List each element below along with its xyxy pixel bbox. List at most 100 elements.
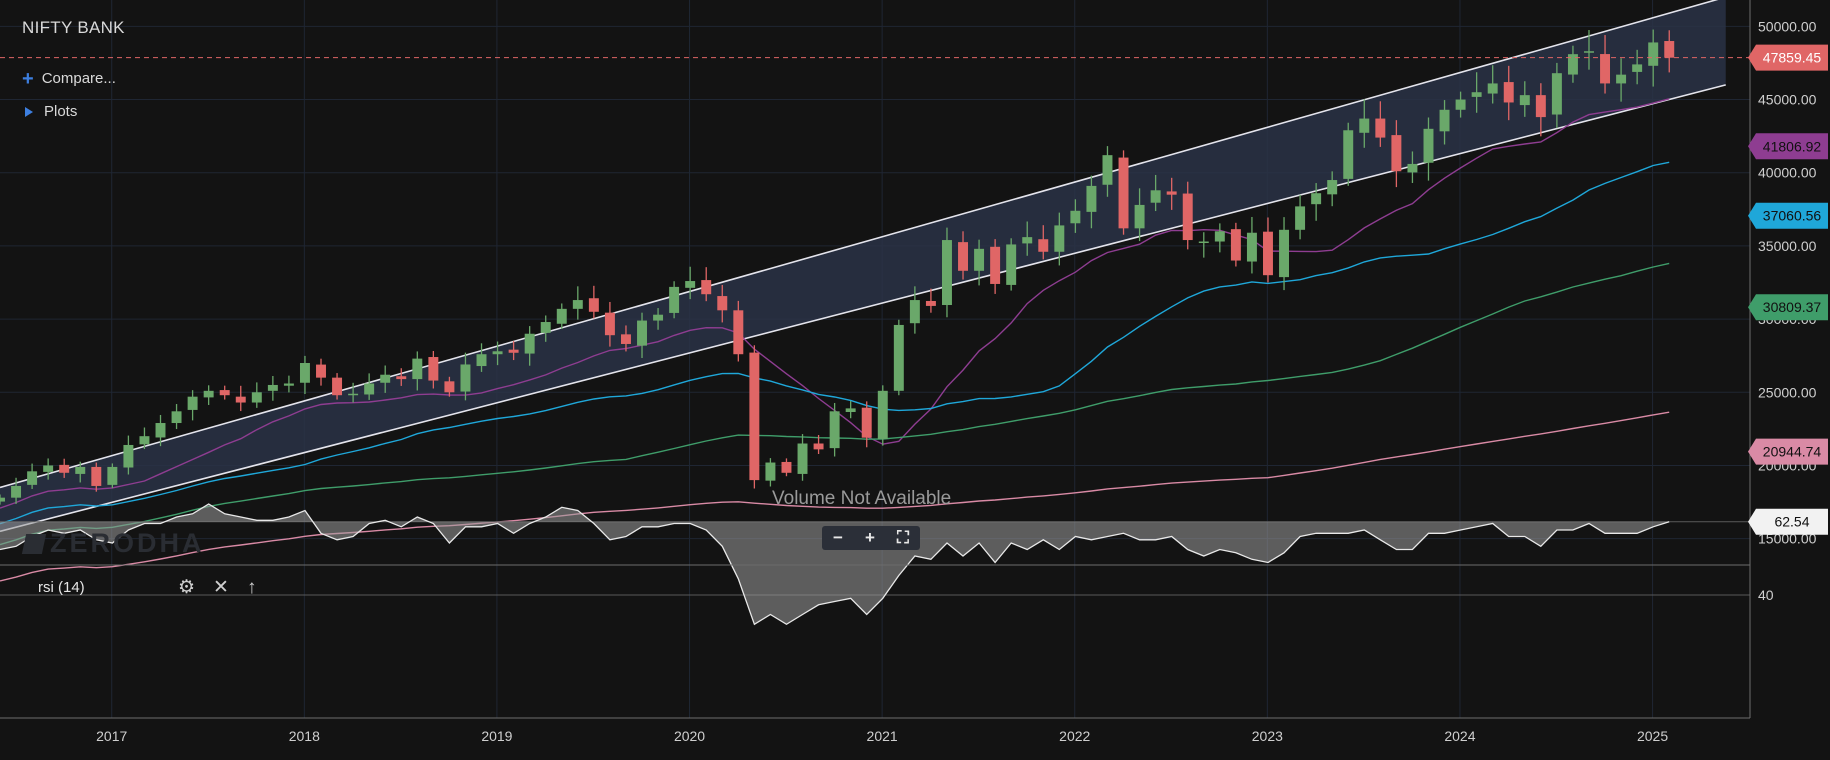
candle — [1487, 65, 1498, 104]
gear-icon[interactable]: ⚙ — [178, 577, 196, 598]
candle — [1455, 91, 1466, 118]
candle-body — [1086, 185, 1097, 212]
price-tag-text: 62.54 — [1774, 514, 1809, 530]
candle — [1648, 29, 1659, 87]
candlestick-series — [0, 29, 1675, 505]
candle — [1584, 30, 1594, 70]
close-icon[interactable]: ✕ — [213, 577, 229, 598]
candle — [620, 325, 631, 352]
candle — [1054, 212, 1065, 266]
candle-body — [444, 381, 455, 393]
candle-body — [380, 374, 391, 383]
candle-body — [1198, 241, 1209, 244]
candle-body — [1070, 210, 1081, 224]
candle-body — [1359, 118, 1370, 133]
volume-not-available: Volume Not Available — [772, 488, 952, 509]
arrow-up-icon[interactable]: ↑ — [246, 576, 257, 598]
price-tag: 47859.45 — [1748, 44, 1828, 71]
rsi-series — [0, 503, 1750, 626]
candle — [1407, 151, 1418, 183]
candle-body — [251, 392, 262, 403]
candle-body — [1503, 82, 1514, 103]
candle-body — [1295, 206, 1306, 230]
x-tick-label: 2022 — [1059, 728, 1090, 744]
candle-body — [669, 286, 680, 313]
candle-body — [1038, 239, 1049, 252]
candle — [1503, 65, 1514, 121]
y-tick-label: 25000.00 — [1758, 384, 1817, 400]
candle — [43, 458, 54, 480]
candle-body — [620, 334, 631, 344]
rsi-value-tag: 62.54 — [1748, 508, 1828, 535]
candle-body — [1118, 157, 1129, 229]
candle — [299, 355, 310, 395]
candle-body — [1311, 193, 1322, 205]
symbol-title: NIFTY BANK — [22, 18, 125, 37]
candle — [27, 463, 38, 489]
plots-button[interactable]: Plots — [22, 103, 77, 120]
rsi-indicator-label: rsi (14) — [38, 579, 85, 596]
candle — [492, 341, 503, 366]
candle — [1295, 194, 1306, 240]
candle-body — [412, 358, 423, 380]
zerodha-logo-icon — [21, 533, 47, 554]
candle — [203, 385, 214, 405]
candle-body — [235, 396, 246, 403]
candle — [1375, 101, 1386, 147]
candle-body — [1375, 118, 1386, 138]
candle — [893, 319, 904, 396]
x-tick-label: 2024 — [1444, 728, 1475, 744]
x-tick-label: 2019 — [481, 728, 512, 744]
candle-body — [958, 242, 968, 271]
candle-body — [219, 390, 230, 396]
candle-body — [1054, 225, 1065, 252]
candle — [941, 227, 952, 318]
candle-body — [0, 497, 5, 502]
compare-button[interactable]: + Compare... — [22, 67, 116, 90]
candle-body — [1327, 180, 1338, 195]
plots-label: Plots — [44, 103, 78, 120]
candle-body — [701, 280, 712, 295]
zerodha-watermark: ZERODHA — [21, 528, 205, 559]
candle-body — [749, 352, 760, 481]
candle-body — [797, 443, 808, 474]
candle-body — [861, 407, 872, 438]
zoom-in-button[interactable]: + — [865, 528, 875, 547]
candle — [1006, 238, 1017, 291]
rsi-level-label: 40 — [1758, 587, 1774, 603]
candle — [990, 239, 1001, 294]
price-tag-shape — [1748, 438, 1828, 465]
fit-screen-button[interactable]: ⛶ — [897, 528, 909, 547]
candle-body — [91, 466, 102, 486]
candle — [59, 458, 70, 478]
price-tag-shape — [1748, 294, 1828, 321]
candle-body — [1391, 135, 1402, 172]
candle — [1311, 183, 1322, 221]
x-tick-label: 2023 — [1252, 728, 1283, 744]
price-tags: 47859.45 41806.92 37060.56 30809.37 20944.74… — [1748, 44, 1828, 535]
candle — [1391, 120, 1402, 188]
candle-body — [1551, 73, 1562, 115]
candle-body — [1134, 204, 1145, 229]
candle — [1166, 177, 1177, 210]
candle — [556, 303, 567, 329]
candle — [1664, 30, 1675, 73]
candle — [1616, 58, 1627, 102]
candle-body — [1263, 231, 1273, 276]
rsi-toolbar: ⚙ ✕ ↑ — [178, 576, 256, 599]
price-tag-shape — [1748, 508, 1828, 535]
plus-icon: + — [22, 67, 34, 90]
candle-body — [396, 376, 407, 380]
price-tag-text: 30809.37 — [1763, 299, 1822, 315]
zoom-out-button[interactable]: − — [833, 528, 843, 547]
candle-body — [1584, 51, 1594, 53]
x-tick-label: 2018 — [289, 728, 320, 744]
ma-pink-line — [0, 411, 1670, 582]
price-tag-text: 20944.74 — [1763, 444, 1822, 460]
candle — [765, 458, 776, 487]
candle — [1519, 81, 1530, 117]
candle-body — [1616, 74, 1627, 84]
candle — [123, 435, 134, 475]
candle-body — [11, 485, 22, 498]
